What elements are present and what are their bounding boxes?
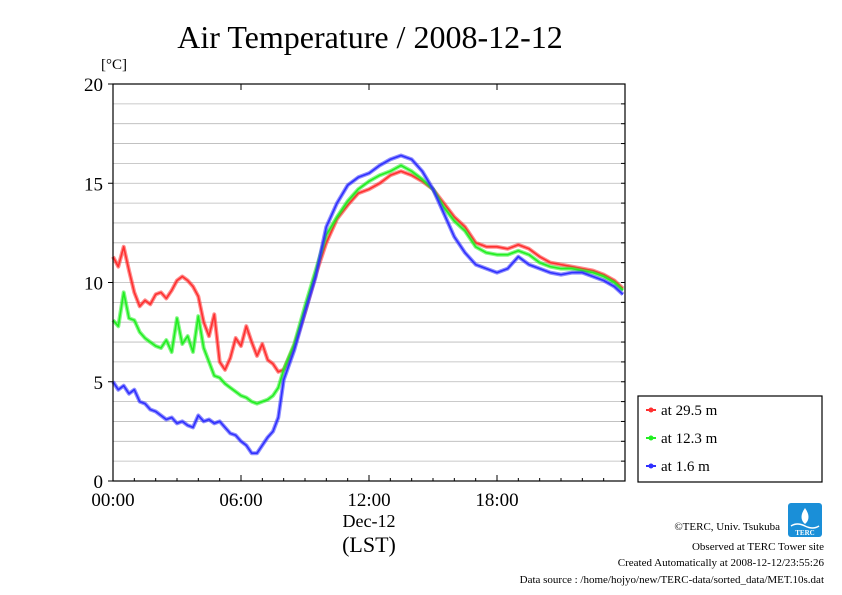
series-line-2 — [112, 154, 624, 455]
series-lines — [111, 153, 625, 456]
legend-label: at 1.6 m — [661, 459, 710, 475]
credit-observed: Observed at TERC Tower site — [692, 541, 824, 553]
x-tick-label: 00:00 — [91, 490, 134, 511]
terc-logo: TERC — [788, 503, 822, 537]
logo-drop-icon — [801, 508, 809, 524]
legend-label: at 12.3 m — [661, 431, 718, 447]
y-tick-label: 15 — [84, 174, 103, 195]
x-tick-label: 06:00 — [219, 490, 262, 511]
legend-label: at 29.5 m — [661, 403, 718, 419]
credit-source: Data source : /home/hojyo/new/TERC-data/… — [520, 574, 824, 586]
y-axis: 0 5 10 15 20 — [84, 75, 625, 493]
x-axis: 00:00 06:00 12:00 18:00 — [91, 84, 605, 511]
chart-title: Air Temperature / 2008-12-12 — [177, 19, 563, 55]
grid — [113, 103, 625, 462]
legend-box — [637, 395, 823, 483]
series-line-band-2 — [111, 153, 625, 456]
y-axis-label: [°C] — [101, 57, 127, 73]
x-tick-label: 18:00 — [475, 490, 518, 511]
credit-created: Created Automatically at 2008-12-12/23:5… — [618, 557, 825, 569]
y-tick-label: 0 — [94, 472, 104, 493]
x-tick-label: 12:00 — [347, 490, 390, 511]
legend: at 29.5 m at 12.3 m at 1.6 m — [637, 395, 823, 483]
y-tick-label: 20 — [84, 75, 103, 96]
legend-marker — [648, 407, 654, 413]
y-tick-label: 5 — [94, 373, 104, 394]
legend-marker — [648, 435, 654, 441]
y-tick-label: 10 — [84, 274, 103, 295]
series-line-1 — [112, 164, 624, 405]
legend-marker — [648, 463, 654, 469]
date-label: Dec-12 — [343, 511, 396, 531]
logo-wave-icon — [790, 523, 820, 529]
credit-copyright: ©TERC, Univ. Tsukuba — [674, 521, 780, 533]
x-axis-label: (LST) — [342, 532, 396, 557]
credits: ©TERC, Univ. Tsukuba Observed at TERC To… — [520, 521, 825, 586]
logo-text: TERC — [795, 529, 814, 537]
